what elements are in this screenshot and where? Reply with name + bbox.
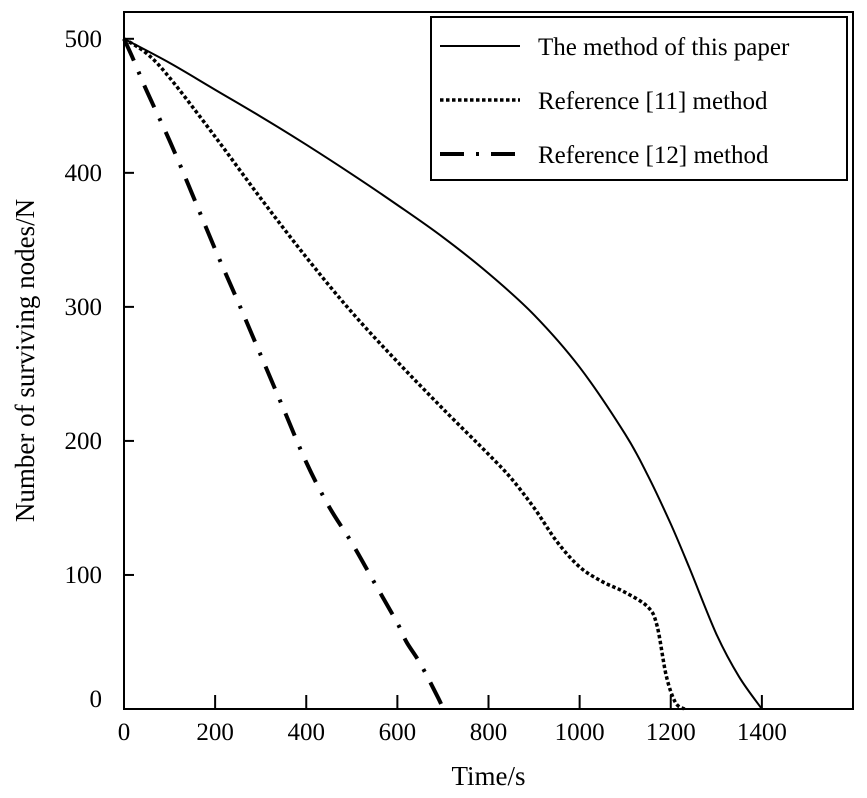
legend-label-3: Reference [12] method	[538, 142, 769, 169]
x-tick-label: 400	[288, 719, 326, 746]
y-tick-label: 400	[65, 160, 103, 187]
x-tick-label: 600	[379, 719, 417, 746]
x-tick-label: 200	[196, 719, 234, 746]
x-tick-label: 800	[470, 719, 508, 746]
x-tick-label: 1400	[737, 719, 787, 746]
legend-items: The method of this paper Reference [11] m…	[440, 34, 790, 169]
y-tick-label: 0	[90, 686, 103, 713]
x-tick-label: 0	[118, 719, 131, 746]
y-tick-label: 500	[65, 26, 103, 53]
axis-ticks: 0 200 400 600 800 1000 1200 1400 0 100 200 300 400 50…	[65, 26, 787, 746]
legend: The method of this paper Reference [11] m…	[430, 16, 848, 181]
y-tick-label: 300	[65, 294, 103, 321]
legend-label-2: Reference [11] method	[538, 88, 768, 115]
series-lines	[122, 37, 763, 711]
series-line-3	[122, 37, 445, 710]
series-line-1	[123, 37, 763, 710]
y-tick-label: 200	[65, 428, 103, 455]
x-axis-label: Time/s	[451, 761, 525, 791]
y-tick-label: 100	[65, 562, 103, 589]
x-tick-label: 1000	[555, 719, 605, 746]
legend-label-1: The method of this paper	[538, 34, 790, 61]
series-line-2	[123, 37, 686, 711]
y-axis-label: Number of surviving nodes/N	[10, 199, 40, 522]
x-tick-label: 1200	[646, 719, 696, 746]
